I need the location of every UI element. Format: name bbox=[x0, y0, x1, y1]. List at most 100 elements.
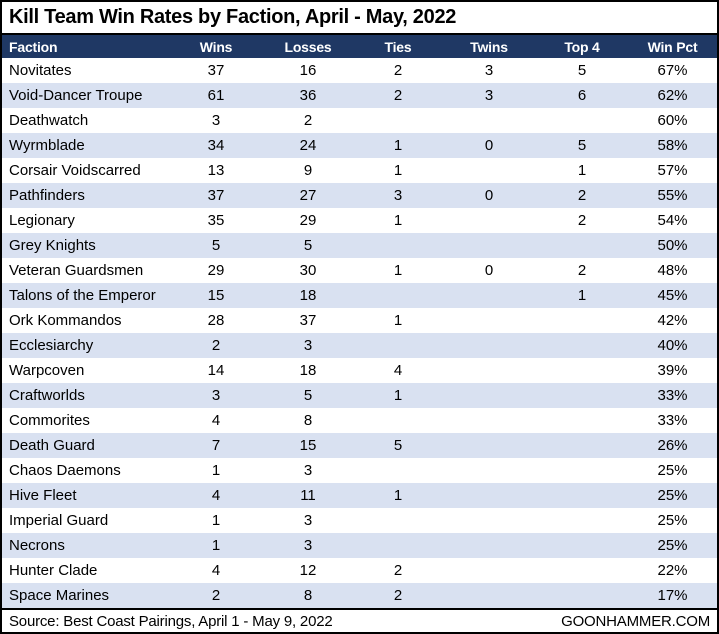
cell-ties bbox=[354, 283, 442, 308]
cell-wins: 34 bbox=[207, 137, 225, 154]
cell-twins bbox=[442, 233, 536, 258]
cell-losses: 8 bbox=[303, 412, 313, 429]
cell-twins: 0 bbox=[484, 262, 494, 279]
cell-top4 bbox=[536, 583, 628, 608]
cell-top4 bbox=[536, 383, 628, 408]
table-row: Legionary 35 29 1 2 54% bbox=[2, 208, 717, 233]
cell-losses: 18 bbox=[299, 287, 317, 304]
cell-faction: Chaos Daemons bbox=[9, 462, 121, 479]
cell-wins: 4 bbox=[211, 412, 221, 429]
cell-ties bbox=[354, 508, 442, 533]
table-header-row: Faction Wins Losses Ties Twins Top 4 Win… bbox=[2, 35, 717, 58]
table-row: Necrons 1 3 25% bbox=[2, 533, 717, 558]
cell-wins: 1 bbox=[211, 462, 221, 479]
col-header-winpct: Win Pct bbox=[647, 38, 698, 55]
cell-wins: 14 bbox=[207, 362, 225, 379]
cell-ties: 1 bbox=[393, 137, 403, 154]
cell-winpct: 58% bbox=[657, 137, 688, 154]
cell-winpct: 17% bbox=[657, 587, 688, 604]
table-row: Hunter Clade 4 12 2 22% bbox=[2, 558, 717, 583]
page-title: Kill Team Win Rates by Faction, April - … bbox=[9, 6, 457, 28]
cell-losses: 5 bbox=[303, 387, 313, 404]
cell-winpct: 50% bbox=[657, 237, 688, 254]
cell-wins: 2 bbox=[211, 587, 221, 604]
cell-top4 bbox=[536, 433, 628, 458]
cell-wins: 37 bbox=[207, 187, 225, 204]
cell-top4 bbox=[536, 408, 628, 433]
cell-losses: 27 bbox=[299, 187, 317, 204]
cell-twins bbox=[442, 408, 536, 433]
cell-faction: Legionary bbox=[9, 212, 75, 229]
cell-top4: 5 bbox=[577, 62, 587, 79]
cell-top4 bbox=[536, 508, 628, 533]
cell-wins: 29 bbox=[207, 262, 225, 279]
cell-twins bbox=[442, 458, 536, 483]
cell-winpct: 67% bbox=[657, 62, 688, 79]
cell-ties: 1 bbox=[393, 262, 403, 279]
cell-twins bbox=[442, 508, 536, 533]
table-row: Commorites 4 8 33% bbox=[2, 408, 717, 433]
cell-ties: 5 bbox=[393, 437, 403, 454]
cell-twins bbox=[442, 158, 536, 183]
cell-wins: 3 bbox=[211, 112, 221, 129]
cell-top4 bbox=[536, 108, 628, 133]
cell-losses: 9 bbox=[303, 162, 313, 179]
cell-ties: 1 bbox=[393, 162, 403, 179]
cell-wins: 28 bbox=[207, 312, 225, 329]
table-row: Ecclesiarchy 2 3 40% bbox=[2, 333, 717, 358]
table-row: Void-Dancer Troupe 61 36 2 3 6 62% bbox=[2, 83, 717, 108]
cell-losses: 12 bbox=[299, 562, 317, 579]
cell-faction: Deathwatch bbox=[9, 112, 89, 129]
cell-ties bbox=[354, 408, 442, 433]
cell-faction: Ecclesiarchy bbox=[9, 337, 94, 354]
cell-winpct: 25% bbox=[657, 537, 688, 554]
cell-wins: 7 bbox=[211, 437, 221, 454]
cell-twins: 0 bbox=[484, 137, 494, 154]
cell-ties bbox=[354, 108, 442, 133]
cell-losses: 2 bbox=[303, 112, 313, 129]
table-body: Novitates 37 16 2 3 5 67% Void-Dancer Troupe 61 3… bbox=[2, 58, 717, 608]
cell-ties: 2 bbox=[393, 587, 403, 604]
cell-losses: 3 bbox=[303, 462, 313, 479]
table-row: Novitates 37 16 2 3 5 67% bbox=[2, 58, 717, 83]
cell-ties: 1 bbox=[393, 387, 403, 404]
cell-ties: 2 bbox=[393, 562, 403, 579]
cell-faction: Grey Knights bbox=[9, 237, 96, 254]
cell-ties bbox=[354, 533, 442, 558]
cell-winpct: 25% bbox=[657, 487, 688, 504]
cell-top4: 1 bbox=[577, 287, 587, 304]
table-row: Hive Fleet 4 11 1 25% bbox=[2, 483, 717, 508]
cell-wins: 35 bbox=[207, 212, 225, 229]
cell-twins bbox=[442, 383, 536, 408]
cell-twins bbox=[442, 108, 536, 133]
cell-faction: Corsair Voidscarred bbox=[9, 162, 141, 179]
cell-winpct: 40% bbox=[657, 337, 688, 354]
cell-wins: 1 bbox=[211, 512, 221, 529]
cell-twins: 0 bbox=[484, 187, 494, 204]
cell-faction: Warpcoven bbox=[9, 362, 85, 379]
cell-winpct: 26% bbox=[657, 437, 688, 454]
cell-winpct: 48% bbox=[657, 262, 688, 279]
cell-twins bbox=[442, 283, 536, 308]
cell-wins: 4 bbox=[211, 562, 221, 579]
cell-twins bbox=[442, 483, 536, 508]
cell-losses: 37 bbox=[299, 312, 317, 329]
table-row: Craftworlds 3 5 1 33% bbox=[2, 383, 717, 408]
cell-top4 bbox=[536, 308, 628, 333]
cell-losses: 3 bbox=[303, 537, 313, 554]
cell-ties: 4 bbox=[393, 362, 403, 379]
cell-twins bbox=[442, 308, 536, 333]
col-header-faction: Faction bbox=[9, 38, 58, 55]
cell-winpct: 55% bbox=[657, 187, 688, 204]
cell-top4 bbox=[536, 333, 628, 358]
cell-losses: 18 bbox=[299, 362, 317, 379]
cell-losses: 3 bbox=[303, 512, 313, 529]
cell-twins bbox=[442, 583, 536, 608]
cell-ties bbox=[354, 333, 442, 358]
cell-winpct: 57% bbox=[657, 162, 688, 179]
col-header-losses: Losses bbox=[284, 38, 332, 55]
cell-faction: Void-Dancer Troupe bbox=[9, 87, 143, 104]
cell-wins: 37 bbox=[207, 62, 225, 79]
cell-top4 bbox=[536, 483, 628, 508]
